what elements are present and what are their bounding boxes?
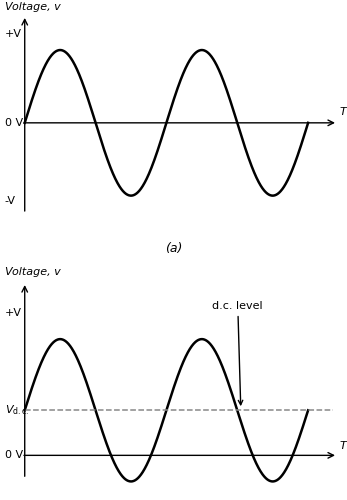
Text: 0 V: 0 V bbox=[5, 118, 23, 128]
Text: Time, t: Time, t bbox=[340, 440, 347, 450]
Text: $V_{\rm d.c.}$: $V_{\rm d.c.}$ bbox=[5, 404, 29, 417]
Text: (a): (a) bbox=[165, 242, 182, 255]
Text: 0 V: 0 V bbox=[5, 450, 23, 460]
Text: Time, t: Time, t bbox=[340, 107, 347, 117]
Text: Voltage, v: Voltage, v bbox=[5, 2, 61, 12]
Text: +V: +V bbox=[5, 308, 22, 318]
Text: Voltage, v: Voltage, v bbox=[5, 268, 61, 278]
Text: d.c. level: d.c. level bbox=[212, 301, 263, 405]
Text: -V: -V bbox=[5, 196, 16, 206]
Text: +V: +V bbox=[5, 29, 22, 39]
